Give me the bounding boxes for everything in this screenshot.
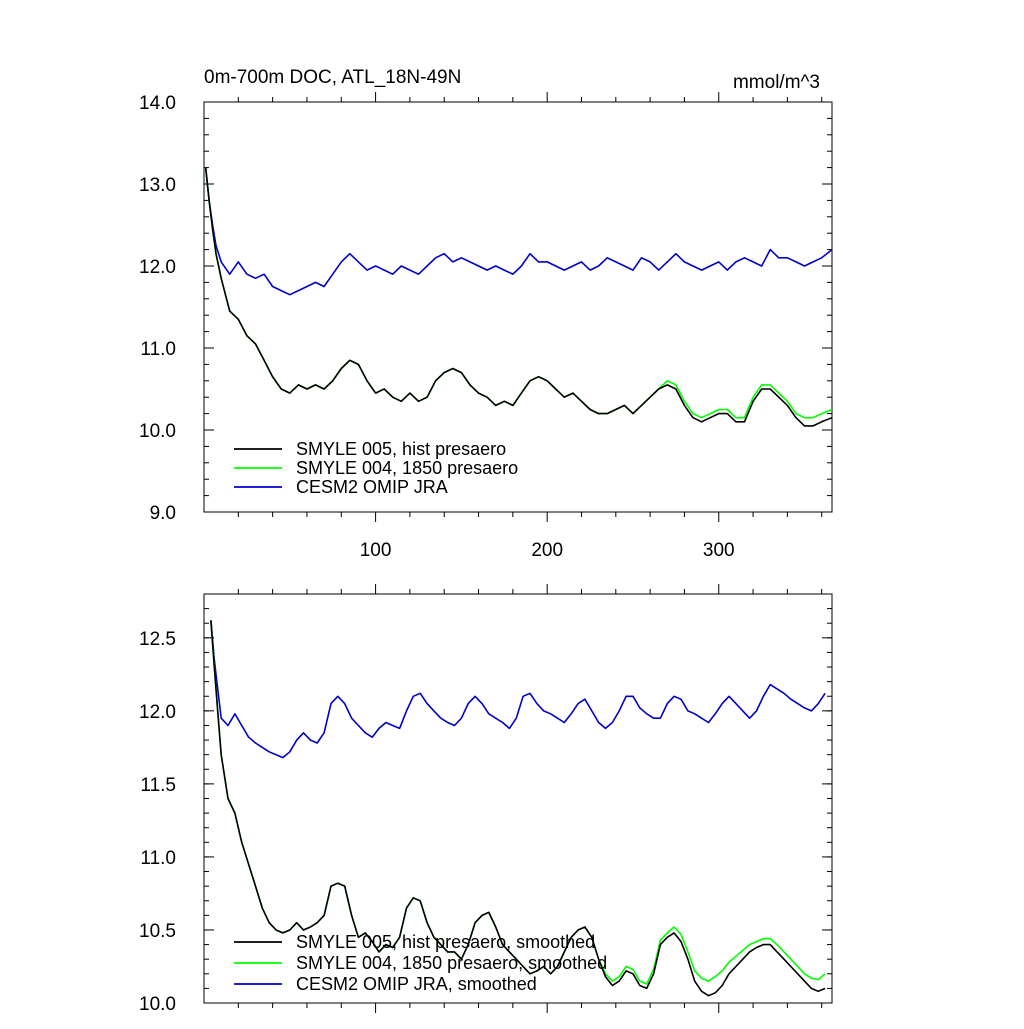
- plot-frame: [203, 101, 833, 513]
- y-tick-label: 13.0: [139, 175, 176, 196]
- y-tick-label: 11.5: [140, 775, 176, 796]
- legend-label-3: CESM2 OMIP JRA: [296, 477, 448, 497]
- y-tick-label: 11.0: [140, 848, 176, 869]
- y-tick-label: 10.5: [139, 921, 176, 942]
- legend-label-1: SMYLE 005, hist presaero, smoothed: [296, 932, 595, 952]
- y-tick-label: 9.0: [150, 503, 176, 524]
- chart-panel-2: 10.0 10.5 11.0 11.5 12.0 12.5 SMYLE 005, hist …: [139, 584, 833, 1015]
- chart-panel-1: 9.0 10.0 11.0 12.0 13.0 14.0 100 200 300 0m-700m …: [139, 67, 833, 561]
- x-tick-label: 200: [531, 540, 563, 561]
- series-line-3: [210, 620, 826, 759]
- y-tick-label: 10.0: [139, 994, 176, 1015]
- x-tick-label: 100: [360, 540, 392, 561]
- series-line-3: [204, 167, 832, 296]
- chart-title: 0m-700m DOC, ATL_18N-49N: [204, 67, 461, 88]
- y-tick-label: 12.5: [139, 629, 176, 650]
- legend-label-2: SMYLE 004, 1850 presaero, smoothed: [296, 953, 607, 973]
- y-tick-label: 11.0: [140, 339, 176, 360]
- y-tick-label: 12.0: [139, 702, 176, 723]
- legend-label-1: SMYLE 005, hist presaero: [296, 439, 506, 459]
- series-line-1: [204, 167, 832, 427]
- legend-label-3: CESM2 OMIP JRA, smoothed: [296, 974, 537, 994]
- y-tick-label: 12.0: [139, 257, 176, 278]
- y-tick-label: 14.0: [139, 93, 176, 114]
- x-tick-label: 300: [703, 540, 735, 561]
- y-tick-label: 10.0: [139, 421, 176, 442]
- series-line-2: [204, 167, 832, 419]
- legend-label-2: SMYLE 004, 1850 presaero: [296, 458, 518, 478]
- chart-units: mmol/m^3: [733, 72, 820, 93]
- series-line-1: [210, 620, 826, 997]
